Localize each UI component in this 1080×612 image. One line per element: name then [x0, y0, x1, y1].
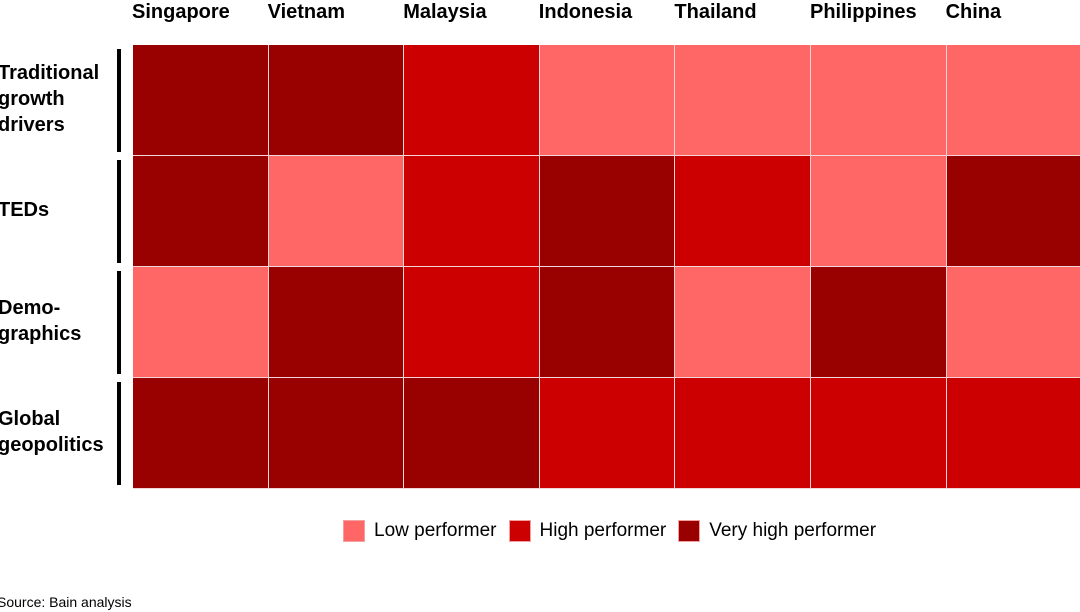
heatmap-cell — [268, 378, 405, 489]
legend-swatch — [678, 520, 701, 542]
heatmap-cell — [539, 267, 676, 378]
row-label-line: drivers — [0, 113, 65, 136]
heatmap-cell — [675, 267, 811, 378]
column-label: China — [945, 1, 1002, 23]
row-label-line: Demo- — [0, 296, 61, 319]
row-label-line: Global — [0, 407, 61, 430]
row-label: Demo-graphics — [0, 295, 113, 347]
row-label-line: graphics — [0, 322, 82, 345]
legend-swatch — [508, 520, 531, 542]
column-label: Vietnam — [267, 1, 346, 23]
column-label: Singapore — [132, 1, 230, 23]
heatmap-cell — [268, 267, 405, 378]
legend: Low performer High performer Very high per… — [343, 520, 888, 542]
heatmap-cell — [811, 156, 947, 267]
row-label-line: TEDs — [0, 198, 50, 221]
heatmap-cell — [133, 156, 269, 267]
heatmap-cell — [811, 45, 947, 156]
heatmap-cell — [675, 156, 811, 267]
row-divider-bar — [117, 49, 121, 152]
heatmap-cell — [675, 45, 811, 156]
row-divider-bar — [117, 160, 121, 263]
heatmap-cell — [404, 156, 540, 267]
column-label: Philippines — [810, 1, 917, 23]
heatmap-cell — [133, 45, 269, 156]
heatmap-cell — [268, 156, 405, 267]
column-label: Malaysia — [403, 1, 487, 23]
heatmap-cell — [268, 45, 405, 156]
column-label: Thailand — [674, 1, 757, 23]
legend-item: Very high performer — [678, 520, 876, 542]
row-divider-bar — [117, 271, 121, 374]
row-label-line: Traditional — [0, 61, 100, 84]
heatmap-cell — [946, 267, 1080, 378]
heatmap-cell — [946, 45, 1080, 156]
legend-item: High performer — [508, 520, 667, 542]
heatmap-cell — [811, 378, 947, 489]
heatmap-cell — [946, 378, 1080, 489]
heatmap-cell — [539, 156, 676, 267]
legend-label: High performer — [539, 520, 667, 541]
heatmap-cell — [539, 45, 676, 156]
heatmap-cell — [404, 378, 540, 489]
row-label: Global geopolitics — [0, 406, 113, 458]
heatmap-cell — [404, 45, 540, 156]
row-label: TEDs — [0, 197, 113, 223]
source-note: Source: Bain analysis — [0, 594, 132, 610]
heatmap-cell — [539, 378, 676, 489]
row-label: Traditional growth drivers — [0, 60, 113, 138]
heatmap-cell — [811, 267, 947, 378]
row-divider-bar — [117, 382, 121, 485]
legend-swatch — [343, 520, 365, 542]
row-label-line: geopolitics — [0, 433, 104, 456]
legend-item: Low performer — [343, 520, 497, 542]
heatmap-cell — [675, 378, 811, 489]
column-label: Indonesia — [538, 1, 633, 23]
heatmap-cell — [946, 156, 1080, 267]
legend-label: Very high performer — [709, 520, 877, 541]
heatmap-cell — [404, 267, 540, 378]
heatmap-cell — [133, 378, 269, 489]
legend-label: Low performer — [374, 520, 497, 541]
row-label-line: growth — [0, 87, 65, 110]
heatmap-cell — [133, 267, 269, 378]
